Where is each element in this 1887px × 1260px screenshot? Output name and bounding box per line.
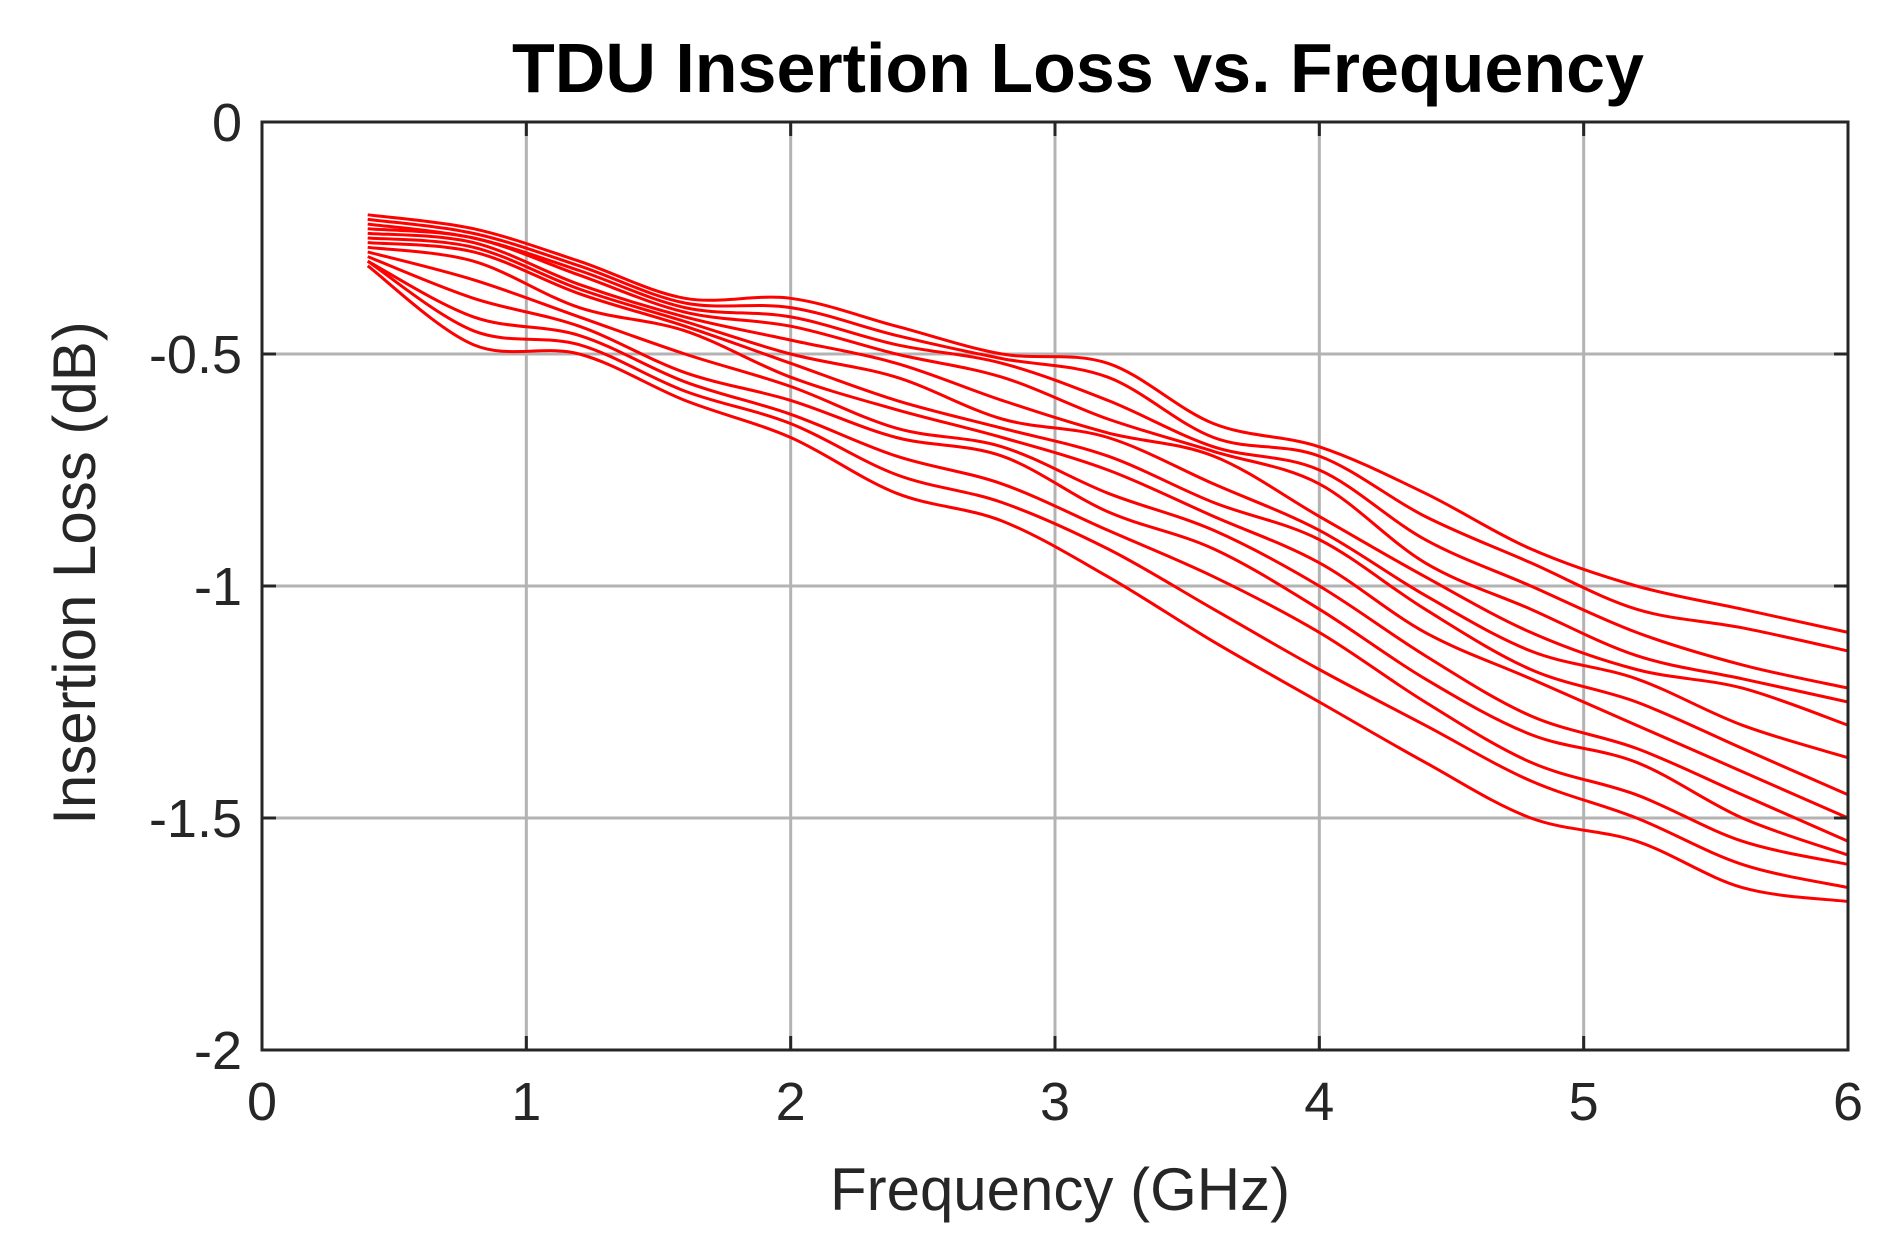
x-tick-label: 3 xyxy=(1040,1072,1070,1132)
series-line-1 xyxy=(367,213,1849,634)
series-line-3 xyxy=(367,222,1849,690)
x-axis-label: Frequency (GHz) xyxy=(830,1156,1290,1223)
series-line-11 xyxy=(367,259,1849,866)
tick-labels: 0 1 2 3 4 5 6 0 -0.5 -1 -1.5 -2 xyxy=(149,93,1863,1132)
grid xyxy=(262,122,1848,1050)
series-line-13 xyxy=(366,264,1849,903)
series-line-5 xyxy=(367,231,1849,727)
y-tick-label: -0.5 xyxy=(149,325,242,385)
y-tick-label: -2 xyxy=(194,1021,242,1081)
chart-title: TDU Insertion Loss vs. Frequency xyxy=(512,29,1644,107)
series-line-8 xyxy=(367,245,1849,820)
y-tick-label: -1.5 xyxy=(149,789,242,849)
x-tick-label: 6 xyxy=(1833,1072,1863,1132)
series-group xyxy=(366,213,1849,903)
series-line-2 xyxy=(367,217,1849,653)
series-line-9 xyxy=(367,250,1849,843)
y-tick-label: 0 xyxy=(212,93,242,153)
series-line-6 xyxy=(367,236,1849,760)
axes xyxy=(260,120,1850,1052)
x-tick-label: 0 xyxy=(247,1072,277,1132)
series-line-4 xyxy=(367,227,1849,704)
series-line-7 xyxy=(367,241,1849,797)
x-tick-label: 2 xyxy=(776,1072,806,1132)
x-tick-label: 1 xyxy=(511,1072,541,1132)
series-line-10 xyxy=(367,255,1849,857)
series-line-12 xyxy=(366,259,1849,890)
x-tick-label: 5 xyxy=(1569,1072,1599,1132)
x-tick-label: 4 xyxy=(1304,1072,1334,1132)
y-axis-label: Insertion Loss (dB) xyxy=(41,321,108,825)
y-tick-label: -1 xyxy=(194,557,242,617)
